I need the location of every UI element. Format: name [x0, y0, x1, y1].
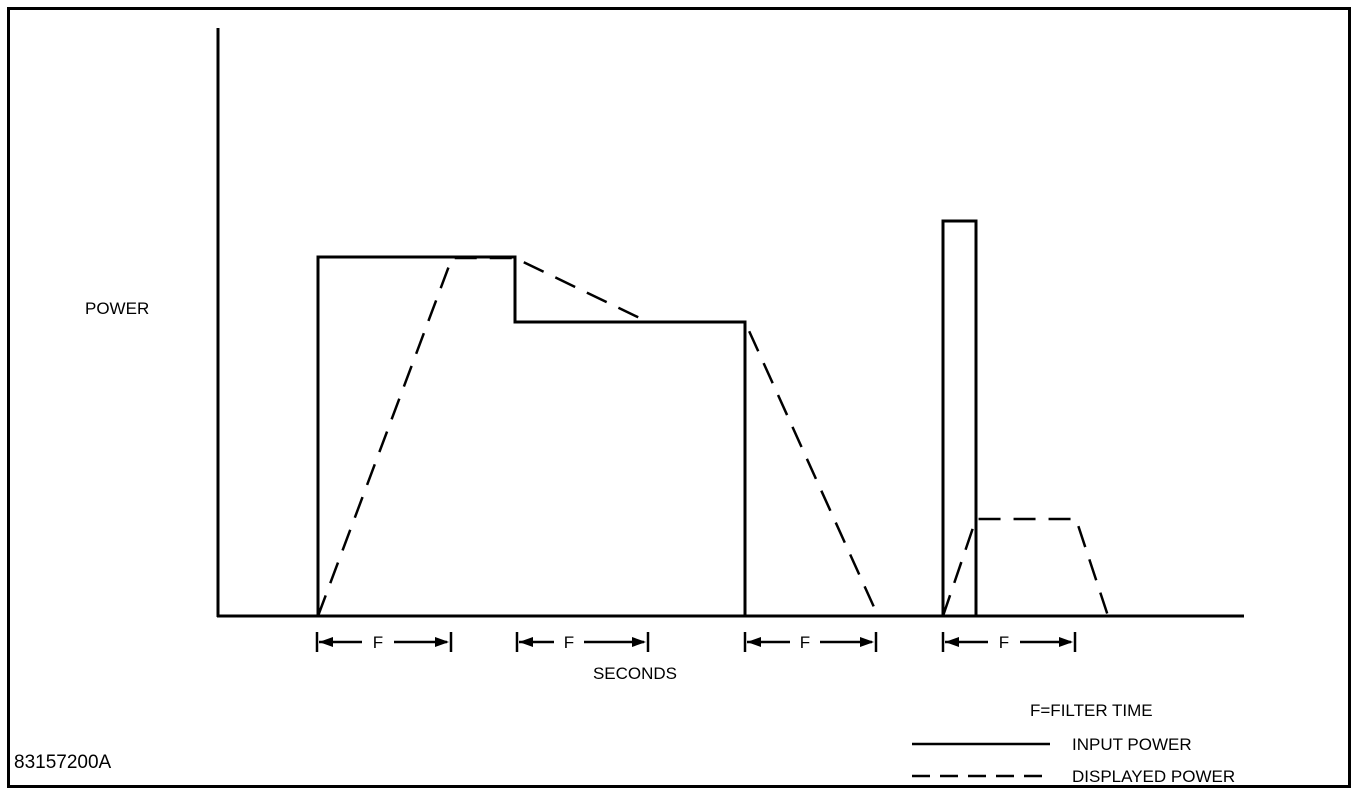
legend-title: F=FILTER TIME	[1030, 701, 1153, 720]
filter-marker-1-label: F	[373, 633, 383, 652]
input-power-step-block	[316, 255, 747, 616]
filter-marker-1	[315, 632, 453, 652]
figure-frame	[7, 7, 1351, 788]
displayed-power-trace	[316, 256, 1110, 617]
figure-id: 83157200A	[14, 752, 112, 773]
axes	[216, 28, 1244, 618]
legend-item-displayed-power: DISPLAYED POWER	[1072, 767, 1235, 786]
filter-marker-4	[941, 632, 1077, 652]
x-axis-label: SECONDS	[593, 664, 677, 683]
legend-item-input-power: INPUT POWER	[1072, 735, 1192, 754]
filter-marker-2	[515, 632, 650, 652]
filter-marker-4-label: F	[999, 633, 1009, 652]
displayed-power-response-2	[941, 517, 1110, 617]
displayed-power-response-1	[316, 256, 880, 617]
filter-marker-3	[743, 632, 878, 652]
filter-marker-3-label: F	[800, 633, 810, 652]
input-power-trace	[316, 219, 978, 616]
input-power-pulse	[941, 219, 978, 616]
y-axis-label: POWER	[85, 299, 149, 318]
filter-time-markers	[315, 632, 1077, 652]
filter-marker-2-label: F	[564, 633, 574, 652]
legend: F=FILTER TIME INPUT POWER DISPLAYED POWE…	[912, 701, 1235, 786]
